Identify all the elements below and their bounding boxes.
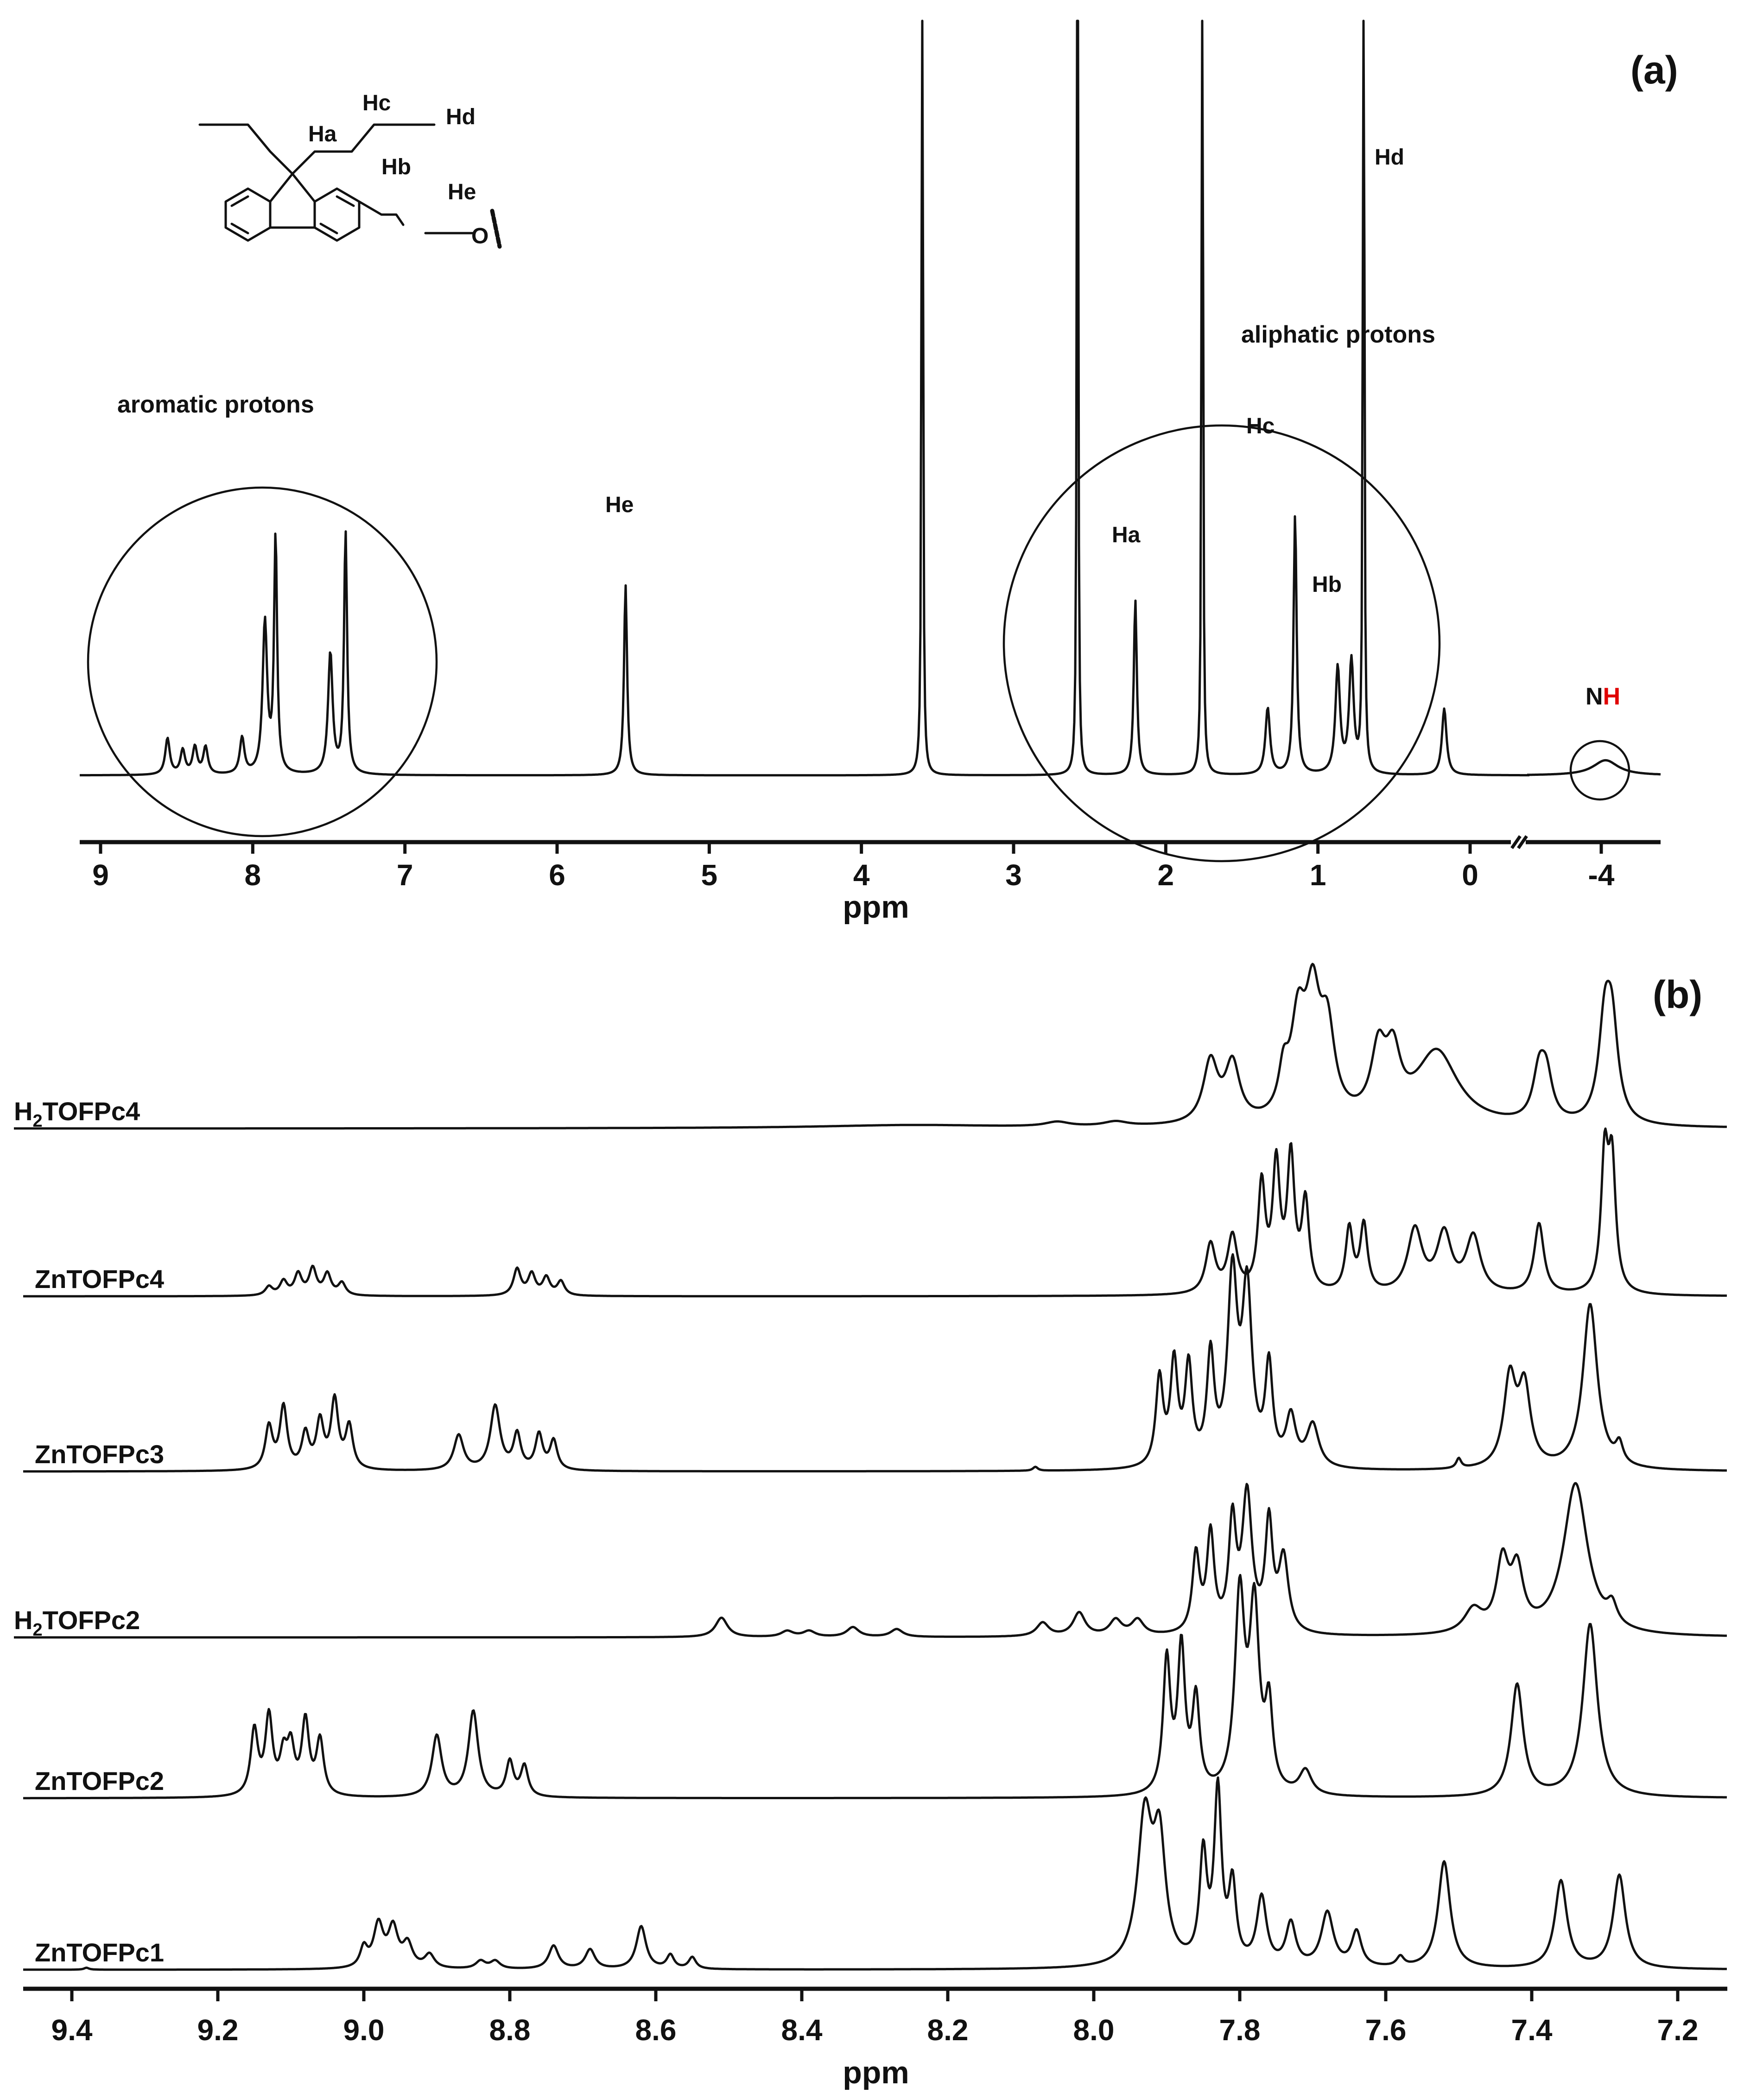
x-tick-label-b: 9.4	[51, 2013, 93, 2047]
x-tick-label-b: 9.0	[343, 2013, 385, 2047]
five-membered-ring	[269, 172, 316, 203]
spectrum-b-traces	[13, 963, 1727, 1971]
x-axis-title-b: ppm	[843, 2055, 909, 2090]
x-tick-label-b: 8.6	[635, 2013, 677, 2047]
x-tick-label-b: 8.2	[927, 2013, 969, 2047]
trace-label: H2TOFPc4	[14, 1097, 140, 1131]
x-tick-label-b: 9.2	[197, 2013, 239, 2047]
panel-b-label: (b)	[1653, 973, 1702, 1016]
panel-a-label: (a)	[1630, 48, 1678, 92]
x-tick-label-b: 7.2	[1657, 2013, 1699, 2047]
x-tick-label-a: -4	[1588, 858, 1615, 892]
x-tick-label-b: 8.8	[489, 2013, 531, 2047]
x-tick-label-a: 4	[853, 858, 870, 892]
peak-label-hb: Hb	[1312, 572, 1342, 597]
aliphatic-region-label: aliphatic protons	[1241, 321, 1435, 348]
left-ring-double-bond	[230, 222, 249, 235]
x-tick-label-a: 2	[1158, 858, 1174, 892]
trace-label-main: H	[14, 1097, 32, 1126]
trace-label: H2TOFPc2	[14, 1605, 140, 1640]
right-benzene-ring	[313, 187, 361, 242]
trace-label: ZnTOFPc3	[35, 1440, 164, 1469]
struct-label-hb: Hb	[381, 155, 411, 179]
trace-label-subscript: 2	[32, 1111, 42, 1131]
spectrum-a-main-trace	[79, 19, 1530, 777]
methylene-oxy-bond	[358, 200, 405, 226]
x-ticks-b: 9.4 9.2 9.0 8.8 8.6 8.4 8.2 8.0 7.8 7.6 7.4 7.2	[51, 1989, 1699, 2047]
struct-label-hc: Hc	[362, 91, 391, 115]
trace-labels-b: H2TOFPc4ZnTOFPc4ZnTOFPc3H2TOFPc2ZnTOFPc2…	[14, 1097, 164, 1967]
butyl-chain-left	[198, 123, 294, 175]
x-tick-label-b: 7.6	[1365, 2013, 1407, 2047]
spectrum-trace	[23, 1253, 1727, 1473]
peak-label-hc: Hc	[1246, 414, 1275, 438]
x-tick-label-a: 3	[1005, 858, 1022, 892]
axis-break-mark	[1510, 835, 1522, 849]
aromatic-region-circle	[87, 486, 438, 837]
x-tick-label-a: 1	[1310, 858, 1326, 892]
aliphatic-region-circle	[1002, 424, 1441, 863]
right-ring-double-bond	[336, 195, 355, 207]
spectrum-trace	[23, 1127, 1727, 1298]
trace-label: ZnTOFPc1	[35, 1938, 164, 1967]
nh-label-h: H	[1603, 683, 1621, 710]
x-tick-label-b: 7.8	[1219, 2013, 1261, 2047]
trace-label-rest: TOFPc2	[43, 1605, 140, 1635]
axis-break-mark	[1517, 835, 1528, 849]
trace-label-main: ZnTOFPc3	[35, 1440, 164, 1469]
right-ring-double-bond	[319, 222, 338, 235]
trace-label-subscript: 2	[32, 1620, 42, 1640]
trace-label-main: ZnTOFPc1	[35, 1938, 164, 1967]
peak-label-hd: Hd	[1375, 145, 1404, 170]
x-tick-label-b: 7.4	[1511, 2013, 1553, 2047]
peak-label-he: He	[605, 493, 634, 517]
spectrum-trace	[23, 1776, 1727, 1971]
struct-label-hd: Hd	[446, 105, 476, 129]
trace-label: ZnTOFPc2	[35, 1766, 164, 1795]
trace-label-main: H	[14, 1605, 32, 1635]
spectrum-trace	[13, 963, 1727, 1130]
peak-label-ha: Ha	[1112, 523, 1141, 547]
x-axis-title-a: ppm	[843, 889, 909, 925]
nh-label: NH	[1585, 683, 1620, 710]
spectrum-trace	[13, 1482, 1727, 1639]
spectrum-a-nh-trace	[1527, 759, 1661, 776]
x-tick-label-a: 7	[397, 858, 413, 892]
x-tick-label-b: 8.4	[781, 2013, 823, 2047]
aromatic-region-label: aromatic protons	[117, 391, 314, 418]
x-ticks-a: 9 8 7 6 5 4 3 2 1 0 -4	[92, 842, 1615, 892]
trace-label-main: ZnTOFPc2	[35, 1766, 164, 1795]
panel-b: (b) H2TOFPc4ZnTOFPc4ZnTOFPc3H2TOFPc2ZnTO…	[13, 963, 1727, 2090]
spectrum-trace	[23, 1573, 1727, 1800]
struct-label-o: O	[471, 224, 488, 248]
trace-label: ZnTOFPc4	[35, 1264, 164, 1294]
wavy-attachment	[490, 209, 502, 249]
panel-a: (a) Ha Hb Hc Hd He O	[79, 19, 1678, 925]
x-tick-label-a: 0	[1462, 858, 1478, 892]
struct-label-he: He	[448, 180, 476, 204]
left-ring-double-bond	[230, 195, 249, 207]
x-tick-label-a: 5	[701, 858, 718, 892]
nh-label-n: N	[1585, 683, 1603, 710]
butyl-chain-right	[291, 123, 436, 175]
x-tick-label-a: 9	[92, 858, 109, 892]
trace-label-rest: TOFPc4	[43, 1097, 140, 1126]
trace-label-main: ZnTOFPc4	[35, 1264, 164, 1294]
x-tick-label-a: 8	[245, 858, 261, 892]
x-tick-label-a: 6	[549, 858, 565, 892]
struct-label-ha: Ha	[308, 122, 337, 146]
x-tick-label-b: 8.0	[1073, 2013, 1115, 2047]
fluorene-structure: Ha Hb Hc Hd He O	[198, 91, 502, 249]
nh-circle	[1569, 740, 1630, 801]
